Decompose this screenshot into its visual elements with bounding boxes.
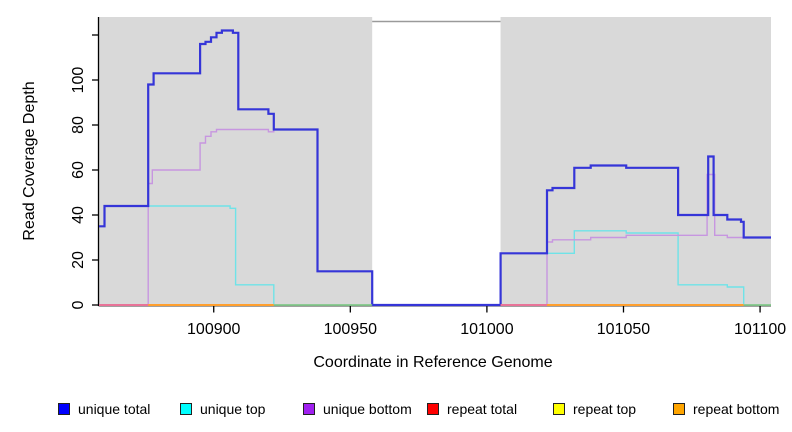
- x-tick-label: 101050: [597, 321, 650, 338]
- legend-swatch: [58, 403, 70, 415]
- legend-swatch: [180, 403, 192, 415]
- legend-item: unique top: [180, 401, 265, 417]
- y-tick-label: 100: [70, 67, 87, 94]
- legend-label: repeat bottom: [693, 401, 780, 417]
- legend-swatch: [427, 403, 439, 415]
- coverage-gap-band: [372, 17, 501, 305]
- x-tick-label: 100900: [187, 321, 240, 338]
- legend-item: unique bottom: [303, 401, 412, 417]
- legend-label: unique top: [200, 401, 266, 417]
- x-axis-label: Coordinate in Reference Genome: [313, 354, 553, 371]
- legend-swatch: [673, 403, 685, 415]
- y-tick-label: 60: [70, 161, 87, 179]
- legend-item: repeat total: [427, 401, 517, 417]
- y-tick-label: 20: [70, 251, 87, 269]
- x-tick-label: 101100: [734, 321, 786, 338]
- x-tick-label: 100950: [324, 321, 377, 338]
- y-tick-label: 0: [70, 300, 87, 309]
- y-axis-label: Read Coverage Depth: [21, 81, 38, 241]
- legend-item: repeat bottom: [673, 401, 779, 417]
- legend-item: repeat top: [553, 401, 636, 417]
- legend-label: repeat top: [573, 401, 637, 417]
- legend-swatch: [553, 403, 565, 415]
- legend-item: unique total: [58, 401, 150, 417]
- y-tick-label: 40: [70, 206, 87, 224]
- legend-swatch: [303, 403, 315, 415]
- legend-label: unique total: [78, 401, 151, 417]
- legend-label: repeat total: [447, 401, 518, 417]
- legend-label: unique bottom: [323, 401, 412, 417]
- series-unique-total: [99, 29, 771, 307]
- y-tick-label: 80: [70, 116, 87, 134]
- x-tick-label: 101000: [460, 321, 513, 338]
